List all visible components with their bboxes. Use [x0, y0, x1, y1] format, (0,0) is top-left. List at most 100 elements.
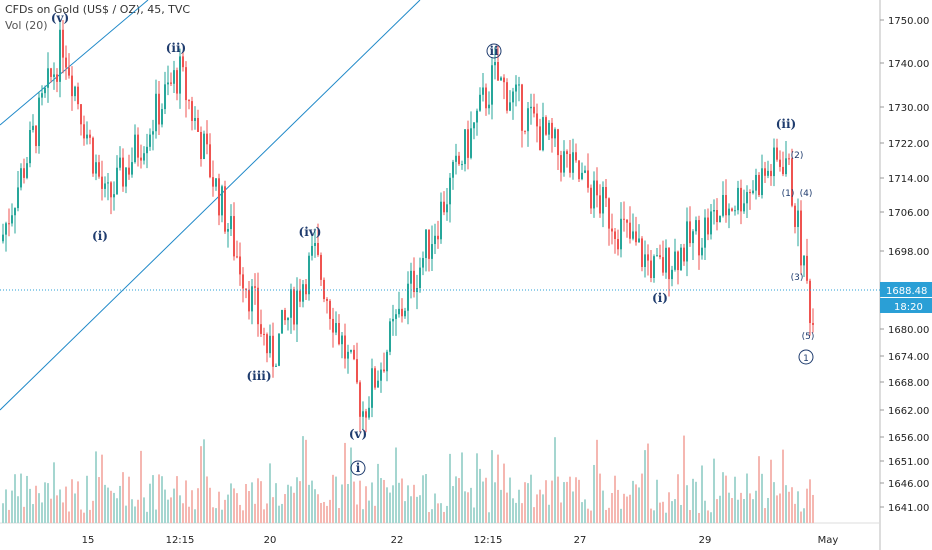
volume-bar: [392, 485, 394, 523]
volume-bar: [656, 479, 658, 523]
volume-bar: [740, 492, 742, 523]
candle-body: [17, 187, 19, 209]
candle-body: [560, 155, 562, 173]
volume-bar: [329, 499, 331, 523]
volume-bar: [44, 482, 46, 523]
candle-body: [458, 155, 460, 165]
volume-bar: [539, 489, 541, 523]
candle-body: [215, 178, 217, 187]
candle-body: [173, 70, 175, 84]
candle-body: [482, 87, 484, 95]
candle-body: [14, 208, 16, 216]
volume-bar: [368, 500, 370, 523]
volume-bar: [299, 481, 301, 523]
volume-bar: [428, 512, 430, 523]
price-tag: [880, 281, 932, 297]
candle-body: [107, 182, 109, 184]
volume-bar: [566, 481, 568, 523]
volume-bar: [677, 474, 679, 523]
wave-label: ii: [489, 44, 499, 58]
volume-bar: [461, 452, 463, 523]
volume-bar: [716, 499, 718, 523]
volume-bar: [455, 476, 457, 523]
candle-body: [362, 411, 364, 417]
volume-bar: [20, 473, 22, 523]
volume-bar: [611, 493, 613, 523]
volume-bar: [707, 510, 709, 523]
candle-body: [302, 284, 304, 302]
candle-body: [230, 216, 232, 230]
volume-bar: [419, 495, 421, 523]
volume-bar: [503, 463, 505, 523]
volume-bar: [257, 478, 259, 523]
candle-body: [650, 260, 652, 278]
candle-body: [272, 335, 274, 367]
candle-body: [149, 134, 151, 147]
candle-body: [275, 365, 277, 367]
candle-body: [26, 163, 28, 178]
candle-body: [797, 210, 799, 227]
candle-body: [599, 195, 601, 214]
candle-body: [674, 251, 676, 270]
candle-body: [737, 187, 739, 211]
volume-bar: [797, 491, 799, 523]
volume-bar: [65, 486, 67, 523]
candle-body: [98, 162, 100, 177]
volume-bar: [323, 501, 325, 523]
volume-bar: [164, 489, 166, 523]
volume-bar: [674, 499, 676, 523]
candle-body: [80, 104, 82, 125]
candle-body: [779, 159, 781, 167]
volume-bar: [212, 507, 214, 523]
candle-body: [359, 382, 361, 417]
candle-body: [422, 258, 424, 268]
candle-body: [506, 82, 508, 111]
volume-bar: [749, 493, 751, 523]
candle-body: [251, 286, 253, 312]
candle-body: [605, 187, 607, 199]
candle-body: [401, 308, 403, 317]
volume-bar: [167, 499, 169, 523]
volume-bar: [386, 487, 388, 523]
candle-body: [386, 351, 388, 372]
candle-body: [686, 221, 688, 262]
volume-bar: [23, 506, 25, 523]
candle-body: [596, 180, 598, 196]
volume-bar: [359, 480, 361, 523]
volume-bar: [614, 475, 616, 523]
candle-body: [500, 77, 502, 81]
volume-bar: [701, 465, 703, 523]
candle-body: [29, 129, 31, 164]
volume-bar: [494, 482, 496, 523]
candle-body: [575, 152, 577, 161]
volume-bar: [713, 458, 715, 523]
candle-body: [677, 251, 679, 271]
candle-body: [146, 146, 148, 154]
volume-bar: [773, 482, 775, 523]
candle-body: [20, 168, 22, 188]
candle-body: [41, 93, 43, 98]
volume-bar: [305, 439, 307, 523]
candle-body: [443, 201, 445, 213]
candle-body: [8, 223, 10, 225]
candle-body: [473, 122, 475, 129]
volume-bar: [482, 481, 484, 523]
volume-bar: [185, 480, 187, 523]
volume-bar: [755, 490, 757, 523]
candle-body: [626, 219, 628, 223]
volume-bar: [149, 483, 151, 523]
candle-body: [509, 102, 511, 111]
candle-body: [656, 255, 658, 257]
candle-body: [269, 335, 271, 354]
volume-bar: [365, 486, 367, 523]
volume-bar: [209, 487, 211, 523]
candle-body: [647, 254, 649, 261]
candle-body: [632, 231, 634, 239]
volume-bar: [647, 443, 649, 523]
volume-bar: [272, 497, 274, 523]
volume-bar: [608, 507, 610, 523]
candle-body: [590, 187, 592, 209]
candle-body: [782, 166, 784, 175]
candle-body: [464, 129, 466, 165]
